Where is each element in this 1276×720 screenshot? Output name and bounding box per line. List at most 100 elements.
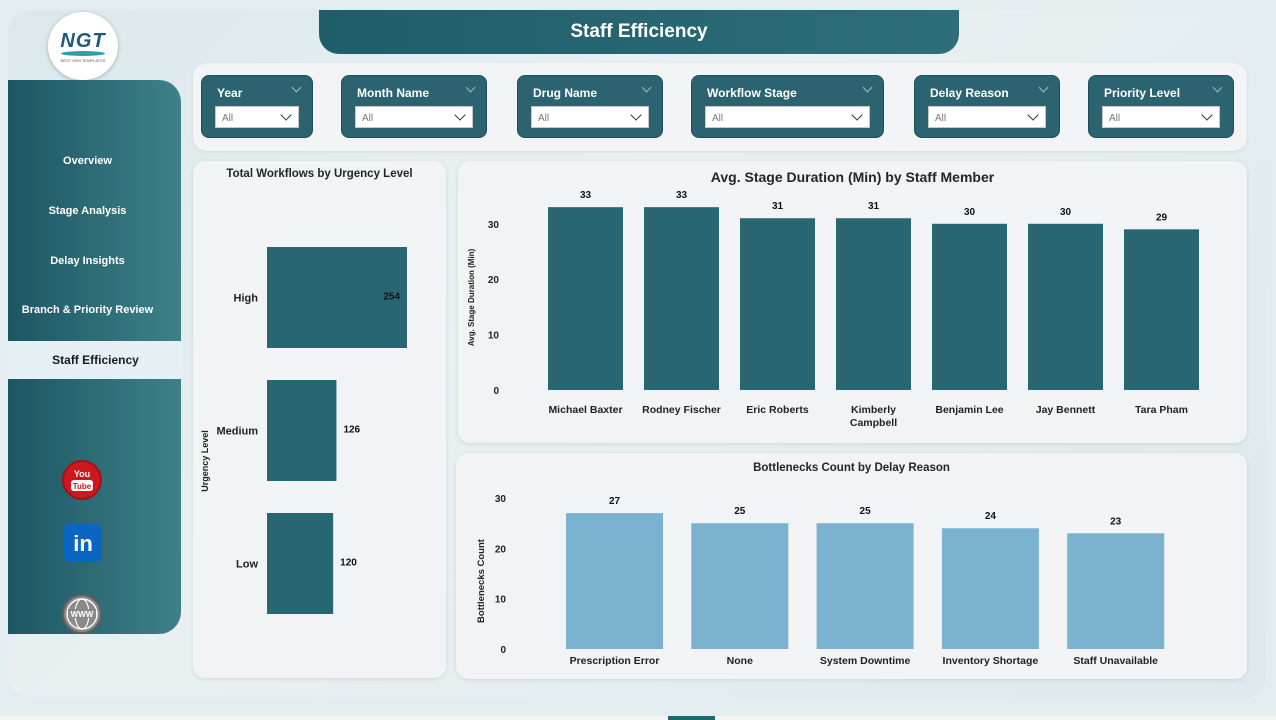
data-label-kimberly-campbell: 31: [868, 201, 880, 212]
bar-staff-unavailable: [1067, 533, 1165, 649]
slicer-year[interactable]: Year All: [201, 75, 313, 138]
bar-none: [691, 523, 789, 649]
stage-duration-chart-title: Avg. Stage Duration (Min) by Staff Membe…: [710, 169, 995, 185]
urgency-chart-card: Total Workflows by Urgency Level Urgency…: [193, 161, 446, 678]
nav-stage-analysis[interactable]: Stage Analysis: [48, 205, 127, 217]
bar-benjamin-lee: [932, 223, 1007, 390]
bar-high: [267, 247, 407, 348]
delay-reason-dropdown[interactable]: All: [928, 106, 1046, 128]
logo-swoosh: [61, 50, 105, 56]
linkedin-icon[interactable]: in: [64, 524, 102, 562]
category-label-jay-bennett: Jay Bennett: [1036, 404, 1096, 416]
y-tick-0: 0: [500, 645, 506, 656]
data-label-jay-bennett: 30: [1060, 207, 1072, 218]
bottlenecks-chart-title: Bottlenecks Count by Delay Reason: [753, 462, 950, 474]
chevron-down-icon: [862, 82, 873, 93]
year-dropdown[interactable]: All: [215, 106, 299, 128]
slicer-drug-name[interactable]: Drug Name All: [517, 75, 663, 138]
slicer-month-name[interactable]: Month Name All: [341, 75, 487, 138]
category-label-prescription-error: Prescription Error: [570, 655, 660, 667]
category-label-rodney-fischer: Rodney Fischer: [642, 404, 721, 416]
nav-overview[interactable]: Overview: [63, 155, 112, 167]
svg-text:WWW: WWW: [71, 610, 94, 619]
category-label-system-downtime: System Downtime: [820, 655, 911, 667]
linkedin-glyph: in: [73, 531, 93, 556]
chevron-down-icon: [630, 109, 642, 121]
chevron-down-icon: [1201, 109, 1213, 121]
data-label-medium: 126: [343, 425, 360, 436]
category-label-none: None: [727, 655, 753, 667]
nav-delay-insights[interactable]: Delay Insights: [50, 255, 125, 267]
bottlenecks-count-axis-label: Bottlenecks Count: [476, 538, 487, 623]
youtube-glyph: You Tube: [71, 469, 93, 491]
active-page-tab[interactable]: [668, 716, 715, 720]
chevron-down-icon: [1027, 109, 1039, 121]
chevron-down-icon: [465, 82, 476, 93]
priority-dropdown[interactable]: All: [1102, 106, 1220, 128]
y-tick-20: 20: [488, 275, 500, 286]
bar-system-downtime: [816, 523, 914, 649]
chevron-down-icon: [851, 109, 863, 121]
chevron-down-icon: [1038, 82, 1049, 93]
urgency-axis-label: Urgency Level: [200, 430, 210, 492]
nav-branch-priority-review[interactable]: Branch & Priority Review: [21, 304, 154, 316]
data-label-staff-unavailable: 23: [1110, 516, 1122, 527]
svg-text:Tube: Tube: [73, 482, 92, 491]
bar-michael-baxter: [548, 207, 623, 390]
chevron-down-icon: [454, 109, 466, 121]
slicer-workflow-stage[interactable]: Workflow Stage All: [691, 75, 884, 138]
month-dropdown[interactable]: All: [355, 106, 473, 128]
bar-tara-pham: [1124, 229, 1199, 390]
tick-label-low: Low: [236, 559, 258, 571]
ngt-logo: NGT NEXT GEN TEMPLATES: [48, 12, 118, 80]
drug-dropdown[interactable]: All: [531, 106, 649, 128]
bar-medium: [267, 380, 337, 481]
chevron-down-icon: [641, 82, 652, 93]
category-label-inventory-shortage: Inventory Shortage: [943, 655, 1039, 667]
category-label-kimberly-campbell-1: Campbell: [850, 417, 897, 429]
data-label-system-downtime: 25: [860, 506, 872, 517]
data-label-eric-roberts: 31: [772, 201, 784, 212]
urgency-chart-title: Total Workflows by Urgency Level: [226, 168, 413, 180]
globe-icon[interactable]: WWW: [62, 594, 102, 634]
bar-inventory-shortage: [941, 528, 1039, 649]
nav-staff-efficiency[interactable]: Staff Efficiency: [8, 341, 183, 379]
y-tick-10: 10: [488, 331, 500, 342]
data-label-prescription-error: 27: [609, 496, 621, 507]
data-label-michael-baxter: 33: [580, 190, 592, 201]
bottlenecks-chart: Bottlenecks Count 0 10 20 30 27 Prescription E…: [476, 494, 1165, 667]
bar-eric-roberts: [740, 218, 815, 390]
data-label-benjamin-lee: 30: [964, 207, 976, 218]
stage-duration-chart: Avg. Stage Duration (Min) 0 10 20 30 33 Michae…: [467, 190, 1199, 429]
bar-jay-bennett: [1028, 223, 1103, 390]
bar-low: [267, 513, 334, 614]
data-label-inventory-shortage: 24: [985, 511, 997, 522]
data-label-tara-pham: 29: [1156, 212, 1168, 223]
y-tick-20: 20: [495, 544, 507, 555]
chevron-down-icon: [280, 109, 292, 121]
chevron-down-icon: [1212, 82, 1223, 93]
workflow-stage-dropdown[interactable]: All: [705, 106, 870, 128]
y-tick-0: 0: [493, 386, 499, 397]
slicer-priority-level[interactable]: Priority Level All: [1088, 75, 1234, 138]
category-label-michael-baxter: Michael Baxter: [548, 404, 622, 416]
data-label-rodney-fischer: 33: [676, 190, 688, 201]
data-label-none: 25: [734, 506, 746, 517]
category-label-kimberly-campbell: Kimberly: [851, 404, 896, 416]
youtube-icon[interactable]: You Tube: [62, 460, 102, 500]
avg-stage-duration-min-axis-label: Avg. Stage Duration (Min): [467, 248, 476, 346]
tick-label-high: High: [234, 293, 259, 305]
globe-glyph: WWW: [66, 598, 98, 630]
data-label-low: 120: [340, 558, 357, 569]
stage-duration-chart-card: Avg. Stage Duration (Min) by Staff Membe…: [458, 161, 1247, 443]
slicer-delay-reason[interactable]: Delay Reason All: [914, 75, 1060, 138]
category-label-tara-pham: Tara Pham: [1135, 404, 1188, 416]
bar-prescription-error: [566, 513, 663, 649]
bar-rodney-fischer: [644, 207, 719, 390]
tick-label-medium: Medium: [216, 426, 258, 438]
svg-text:in: in: [73, 531, 93, 556]
category-label-benjamin-lee: Benjamin Lee: [935, 404, 1003, 416]
bottlenecks-chart-card: Bottlenecks Count by Delay Reason Bottle…: [456, 453, 1247, 679]
bar-kimberly-campbell: [836, 218, 911, 390]
urgency-chart: Urgency Level High 254 Medium 126 Low 120: [200, 247, 407, 614]
